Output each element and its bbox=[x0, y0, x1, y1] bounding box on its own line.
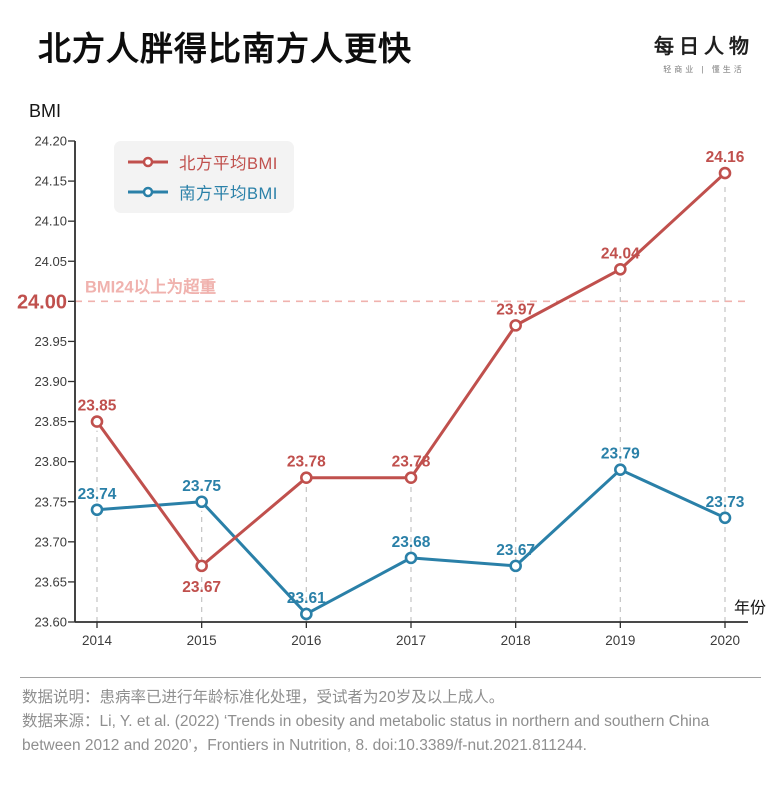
legend-item-north: 北方平均BMI bbox=[127, 150, 278, 174]
x-tick-label: 2019 bbox=[605, 633, 635, 648]
data-point-south bbox=[404, 551, 418, 565]
y-tick-label: 24.15 bbox=[34, 174, 67, 189]
data-point-south bbox=[90, 503, 104, 517]
data-point-north bbox=[195, 559, 208, 573]
data-point-north bbox=[90, 415, 104, 428]
data-point-north bbox=[300, 471, 313, 485]
x-tick-label: 2014 bbox=[82, 633, 113, 648]
y-tick-label: 23.80 bbox=[34, 454, 67, 469]
data-point-south bbox=[614, 463, 627, 476]
footer-divider bbox=[20, 677, 761, 678]
data-label-south: 23.74 bbox=[78, 486, 117, 503]
data-point-north bbox=[718, 166, 732, 180]
data-label-north: 23.85 bbox=[78, 398, 117, 415]
x-tick-label: 2017 bbox=[396, 633, 426, 648]
data-label-south: 23.61 bbox=[287, 590, 326, 607]
data-point-south bbox=[509, 559, 522, 573]
legend-label-north: 北方平均BMI bbox=[179, 155, 278, 173]
y-tick-label: 23.90 bbox=[34, 374, 67, 389]
y-tick-label: 23.65 bbox=[34, 574, 67, 589]
legend-label-south: 南方平均BMI bbox=[179, 185, 278, 203]
legend-marker-south-icon bbox=[128, 186, 168, 198]
x-axis-title: 年份 bbox=[734, 599, 766, 617]
y-tick-label: 24.10 bbox=[34, 214, 67, 229]
footer-notes: 数据说明：患病率已进行年龄标准化处理，受试者为20岁及以上成人。 数据来源：Li… bbox=[22, 686, 764, 758]
data-label-north: 23.97 bbox=[496, 301, 535, 318]
y-tick-label: 24.20 bbox=[34, 134, 67, 149]
logo-tagline: 轻商业 | 懂生活 bbox=[663, 65, 745, 74]
overweight-threshold-label: BMI24以上为超重 bbox=[85, 276, 216, 296]
page-title: 北方人胖得比南方人更快 bbox=[38, 30, 412, 67]
legend: 北方平均BMI 南方平均BMI bbox=[114, 141, 294, 213]
publisher-logo: 每日人物 轻商业 | 懂生活 bbox=[644, 30, 764, 75]
data-point-north bbox=[404, 471, 418, 485]
data-point-north bbox=[509, 319, 522, 332]
data-point-north bbox=[614, 262, 627, 276]
data-label-north: 23.78 bbox=[392, 454, 431, 471]
y-tick-label: 23.60 bbox=[34, 615, 67, 630]
data-label-south: 23.67 bbox=[496, 542, 535, 559]
y-tick-label: 23.75 bbox=[34, 494, 67, 509]
legend-item-south: 南方平均BMI bbox=[127, 180, 278, 204]
y-tick-label: 24.05 bbox=[34, 254, 67, 269]
data-point-south bbox=[718, 511, 732, 525]
y-tick-label: 23.95 bbox=[34, 334, 67, 349]
data-note: 数据说明：患病率已进行年龄标准化处理，受试者为20岁及以上成人。 bbox=[22, 689, 505, 706]
x-tick-label: 2016 bbox=[291, 633, 321, 648]
y-tick-label-highlight: 24.00 bbox=[17, 291, 67, 313]
data-point-south bbox=[195, 495, 208, 509]
x-tick-label: 2020 bbox=[710, 633, 740, 648]
y-axis-title: BMI bbox=[29, 101, 62, 121]
x-tick-label: 2015 bbox=[187, 633, 217, 648]
line-chart: BMI24以上为超重 23.60 23.65 23.70 23.75 23.80 23.85… bbox=[17, 134, 766, 649]
data-label-south: 23.79 bbox=[601, 446, 640, 463]
series-line-north bbox=[95, 171, 727, 568]
data-label-north: 24.04 bbox=[601, 245, 640, 262]
chart-area: BMI24以上为超重 23.60 23.65 23.70 23.75 23.80 23.85… bbox=[0, 95, 782, 665]
data-label-north: 23.67 bbox=[182, 579, 221, 596]
data-label-south: 23.75 bbox=[182, 478, 221, 495]
data-label-south: 23.68 bbox=[392, 534, 431, 551]
data-label-north: 23.78 bbox=[287, 454, 326, 471]
data-label-south: 23.73 bbox=[706, 494, 745, 511]
data-point-south bbox=[300, 607, 313, 621]
data-label-north: 24.16 bbox=[706, 149, 745, 166]
x-tick-label: 2018 bbox=[501, 633, 531, 648]
y-tick-label: 23.85 bbox=[34, 414, 67, 429]
y-tick-label: 23.70 bbox=[34, 534, 67, 549]
legend-marker-north-icon bbox=[128, 156, 168, 168]
data-source: 数据来源：Li, Y. et al. (2022) ‘Trends in obe… bbox=[22, 713, 710, 754]
logo-wordmark: 每日人物 bbox=[654, 36, 754, 58]
